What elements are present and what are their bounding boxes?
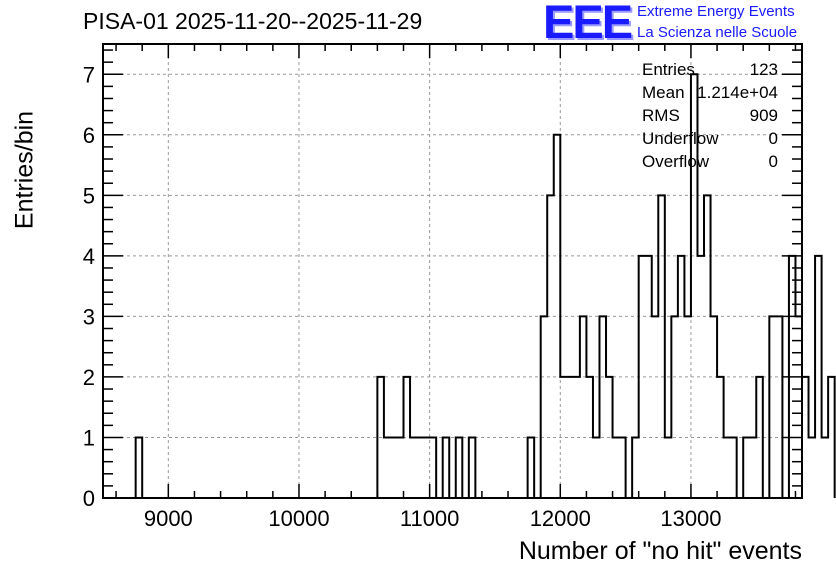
chart-title: PISA-01 2025-11-20--2025-11-29 — [83, 8, 423, 34]
histogram-bin — [665, 437, 672, 498]
histogram-bin — [822, 437, 829, 498]
histogram-bin — [652, 316, 659, 498]
y-tick-label: 4 — [83, 244, 95, 269]
histogram-bin — [430, 437, 437, 498]
y-tick-label: 0 — [83, 486, 95, 511]
x-tick-label: 11000 — [400, 506, 460, 531]
histogram-bin — [599, 316, 606, 498]
histogram-bin — [456, 437, 463, 498]
stats-rms-value: 909 — [749, 106, 778, 125]
histogram-bin — [639, 256, 646, 498]
histogram-bin — [678, 256, 685, 498]
histogram-bin — [730, 437, 737, 498]
histogram-bin — [619, 437, 626, 498]
stats-underflow-value: 0 — [768, 129, 778, 148]
y-tick-label: 6 — [83, 123, 95, 148]
histogram-bin — [377, 377, 384, 498]
x-tick-label: 12000 — [530, 506, 591, 531]
histogram-bin — [554, 135, 561, 498]
histogram-bin — [397, 437, 404, 498]
histogram-bin — [717, 377, 724, 498]
histogram-bin — [423, 437, 430, 498]
histogram-bin — [645, 256, 652, 498]
stats-entries-value: 123 — [749, 60, 778, 79]
eee-logo: EEE — [543, 0, 633, 48]
logo-text-line1: Extreme Energy Events — [637, 3, 795, 20]
stats-mean-label: Mean — [642, 83, 685, 102]
histogram-bin — [390, 437, 397, 498]
y-tick-label: 5 — [83, 183, 95, 208]
histogram-bin — [724, 437, 731, 498]
histogram-bin — [769, 316, 776, 498]
histogram-bin — [743, 437, 750, 498]
histogram-bin — [704, 195, 711, 498]
histogram-bin — [684, 316, 691, 498]
stats-mean-value: 1.214e+04 — [697, 83, 778, 102]
histogram-bin — [586, 377, 593, 498]
histogram-bin — [384, 437, 391, 498]
y-tick-label: 2 — [83, 365, 95, 390]
histogram-bin — [580, 316, 587, 498]
histogram-bin — [547, 195, 554, 498]
histogram-bin — [136, 437, 143, 498]
histogram-bin — [776, 316, 783, 498]
stats-underflow-label: Underflow — [642, 129, 719, 148]
histogram-bin — [697, 256, 704, 498]
histogram-bin — [671, 316, 678, 498]
histogram-bin — [541, 316, 548, 498]
histogram-bin — [560, 377, 567, 498]
x-tick-label: 13000 — [660, 506, 721, 531]
x-tick-label: 10000 — [268, 506, 329, 531]
histogram-bin — [417, 437, 424, 498]
histogram-outline — [134, 73, 836, 499]
plot-frame — [102, 43, 803, 499]
histogram-bin — [606, 377, 613, 498]
histogram-bin — [404, 377, 411, 498]
histogram-bin — [711, 316, 718, 498]
histogram-bin — [632, 437, 639, 498]
logo-text-line2: La Scienza nelle Scuole — [637, 24, 798, 41]
histogram-bin — [410, 437, 417, 498]
histogram-bin — [815, 256, 822, 498]
x-tick-label: 9000 — [144, 506, 193, 531]
histogram-bin — [658, 195, 665, 498]
histogram-bin — [613, 437, 620, 498]
stats-overflow-value: 0 — [768, 152, 778, 171]
histogram-bin — [809, 437, 816, 498]
histogram-bin — [593, 437, 600, 498]
histogram-bin — [828, 377, 835, 498]
histogram-bin — [528, 437, 535, 498]
stats-rms-label: RMS — [642, 106, 680, 125]
histogram-bin — [756, 377, 763, 498]
stats-entries-label: Entries — [642, 60, 695, 79]
stats-overflow-label: Overflow — [642, 152, 710, 171]
histogram-bin — [443, 437, 450, 498]
x-axis-label: Number of "no hit" events — [518, 537, 802, 565]
histogram-bin — [789, 256, 796, 498]
histogram-bin — [567, 377, 574, 498]
y-tick-label: 1 — [83, 425, 95, 450]
histogram-bin — [573, 377, 580, 498]
y-tick-label: 7 — [83, 62, 95, 87]
y-tick-label: 3 — [83, 304, 95, 329]
histogram-bin — [469, 437, 476, 498]
histogram-bin — [750, 437, 757, 498]
